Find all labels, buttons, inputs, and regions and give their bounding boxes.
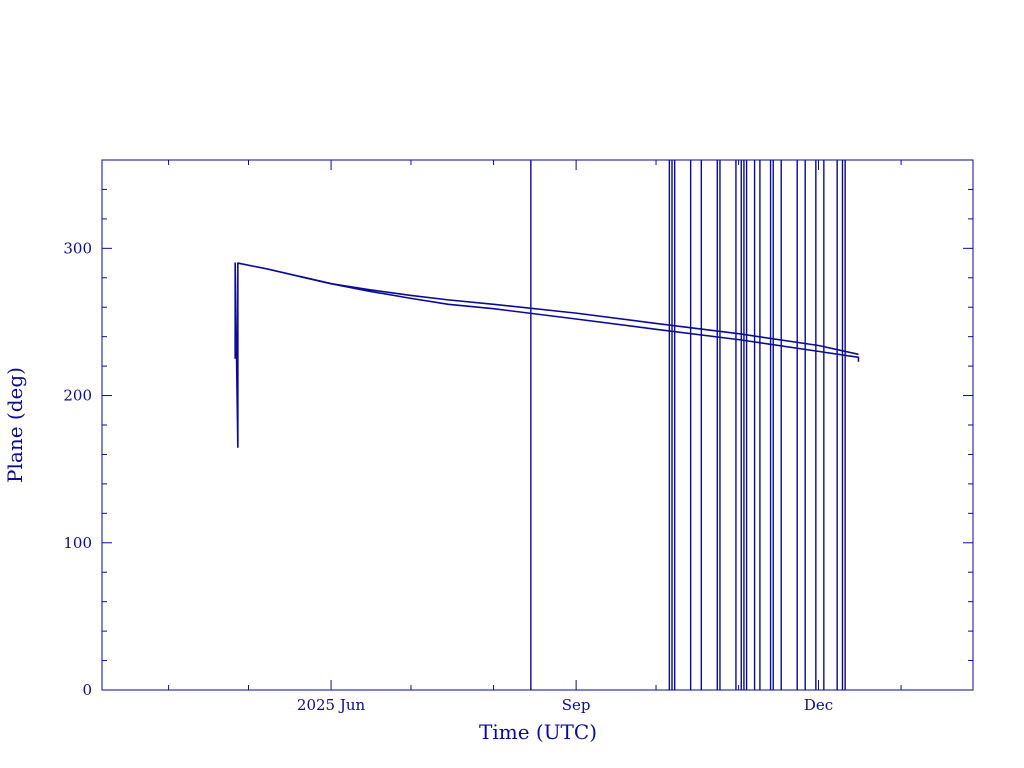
- x-tick-label: Sep: [562, 696, 591, 714]
- x-tick-label: Dec: [804, 696, 833, 714]
- series-line-2: [298, 275, 859, 356]
- x-tick-label: 2025 Jun: [297, 696, 366, 714]
- y-axis-title: Plane (deg): [3, 367, 27, 483]
- y-tick-label: 200: [63, 387, 92, 405]
- series-group: [234, 262, 860, 448]
- major-ticks: [102, 160, 973, 691]
- x-axis-title: Time (UTC): [479, 720, 597, 744]
- y-tick-label: 100: [63, 534, 92, 552]
- vertical-lines: [530, 160, 846, 690]
- y-tick-labels: 0 100 200 300: [63, 239, 92, 699]
- x-tick-labels: 2025 Jun Sep Dec: [297, 696, 833, 714]
- y-tick-label: 0: [82, 681, 92, 699]
- series-line-1: [234, 262, 860, 448]
- y-tick-label: 300: [63, 239, 92, 257]
- minor-ticks: [102, 159, 973, 690]
